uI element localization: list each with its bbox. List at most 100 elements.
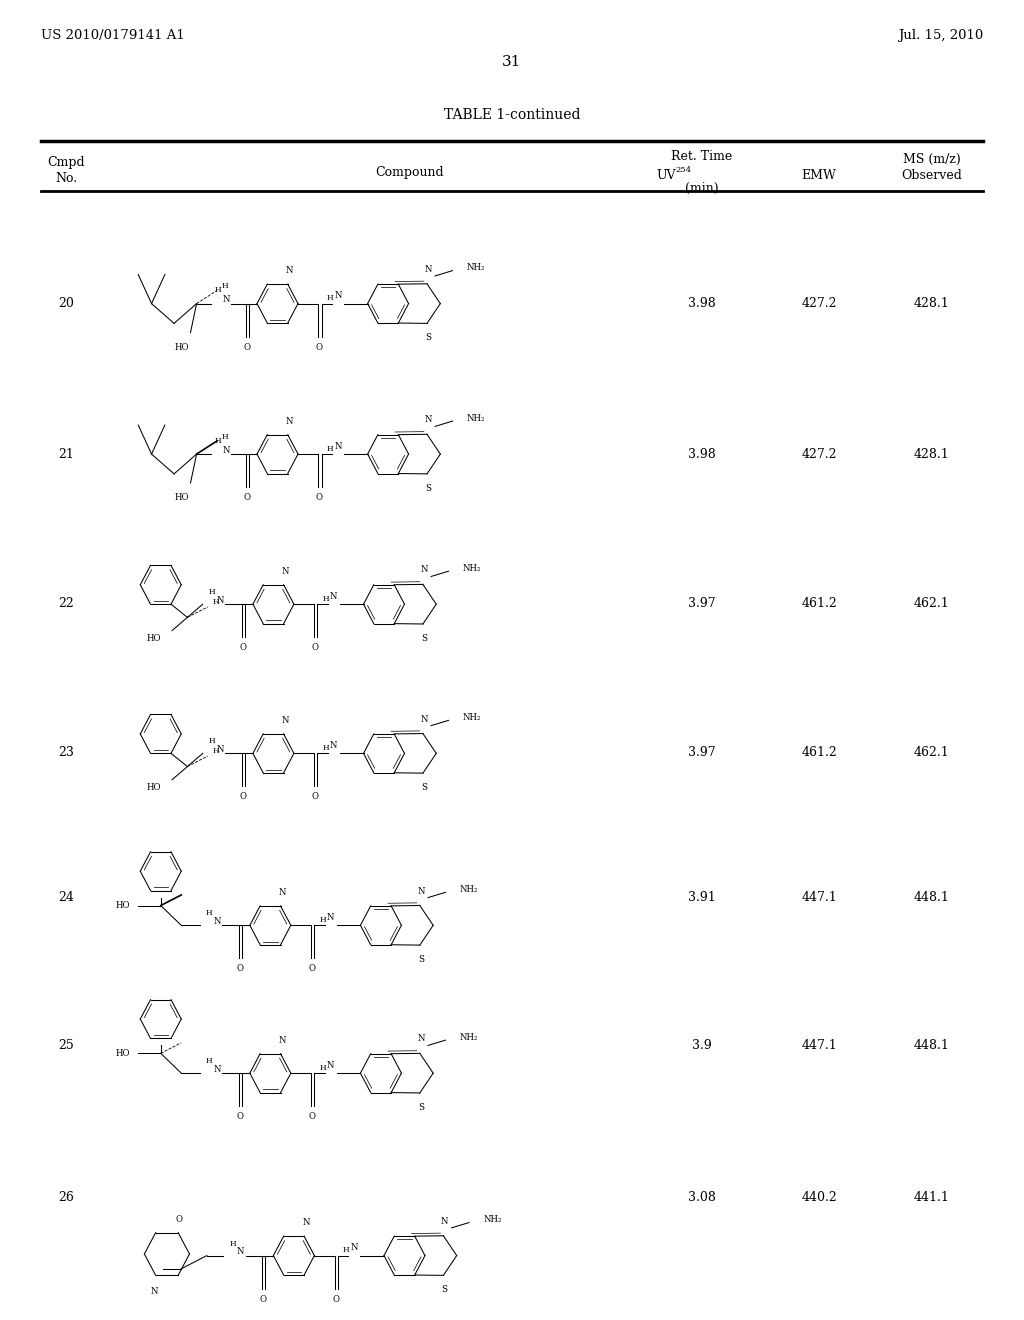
Text: NH₂: NH₂: [467, 414, 485, 422]
Text: O: O: [240, 643, 246, 652]
Text: N: N: [279, 1036, 287, 1045]
Text: 440.2: 440.2: [802, 1191, 837, 1204]
Text: N: N: [237, 1247, 245, 1257]
Text: N: N: [302, 1218, 310, 1228]
Text: NH₂: NH₂: [463, 713, 481, 722]
Text: N: N: [286, 267, 294, 276]
Text: O: O: [237, 1113, 243, 1121]
Text: N: N: [222, 446, 230, 454]
Text: 21: 21: [58, 447, 75, 461]
Text: O: O: [176, 1214, 182, 1224]
Text: H: H: [206, 1057, 212, 1065]
Text: 26: 26: [58, 1191, 75, 1204]
Text: 462.1: 462.1: [914, 597, 949, 610]
Text: HO: HO: [175, 494, 189, 502]
Text: N: N: [286, 417, 294, 426]
Text: 254: 254: [676, 166, 692, 174]
Text: N: N: [424, 416, 432, 424]
Text: N: N: [420, 714, 428, 723]
Text: S: S: [418, 1104, 424, 1111]
Text: O: O: [312, 792, 318, 801]
Text: O: O: [333, 1295, 339, 1304]
Text: N: N: [334, 292, 342, 300]
Text: H: H: [323, 744, 329, 752]
Text: Compound: Compound: [375, 166, 444, 180]
Text: 3.97: 3.97: [688, 597, 715, 610]
Text: 427.2: 427.2: [802, 297, 837, 310]
Text: HO: HO: [146, 634, 161, 643]
Text: H: H: [222, 282, 228, 290]
Text: O: O: [316, 343, 323, 351]
Text: HO: HO: [116, 1049, 130, 1057]
Text: 428.1: 428.1: [914, 447, 949, 461]
Text: S: S: [425, 334, 431, 342]
Text: MS (m/z): MS (m/z): [903, 153, 961, 166]
Text: S: S: [421, 634, 427, 643]
Text: EMW: EMW: [802, 169, 837, 182]
Text: S: S: [418, 956, 424, 964]
Text: N: N: [417, 887, 425, 895]
Text: 3.98: 3.98: [687, 297, 716, 310]
Text: O: O: [312, 643, 318, 652]
Text: 24: 24: [58, 891, 75, 904]
Text: 3.97: 3.97: [688, 746, 715, 759]
Text: 31: 31: [503, 55, 521, 70]
Text: 447.1: 447.1: [802, 1039, 837, 1052]
Text: NH₂: NH₂: [460, 886, 478, 894]
Text: N: N: [330, 741, 338, 750]
Text: H: H: [213, 747, 219, 755]
Text: H: H: [323, 595, 329, 603]
Text: N: N: [222, 296, 230, 304]
Text: N: N: [350, 1243, 358, 1253]
Text: 25: 25: [58, 1039, 75, 1052]
Text: N: N: [327, 913, 335, 921]
Text: NH₂: NH₂: [460, 1034, 478, 1041]
Text: H: H: [209, 589, 215, 597]
Text: Jul. 15, 2010: Jul. 15, 2010: [898, 29, 983, 42]
Text: O: O: [316, 494, 323, 502]
Text: N: N: [282, 568, 290, 576]
Text: 22: 22: [58, 597, 75, 610]
Text: 427.2: 427.2: [802, 447, 837, 461]
Text: H: H: [229, 1239, 236, 1247]
Text: 462.1: 462.1: [914, 746, 949, 759]
Text: O: O: [260, 1295, 266, 1304]
Text: 448.1: 448.1: [913, 891, 950, 904]
Text: NH₂: NH₂: [483, 1216, 502, 1225]
Text: H: H: [213, 598, 219, 606]
Text: O: O: [237, 965, 243, 973]
Text: H: H: [206, 909, 212, 917]
Text: HO: HO: [175, 343, 189, 351]
Text: N: N: [417, 1035, 425, 1043]
Text: 3.9: 3.9: [691, 1039, 712, 1052]
Text: H: H: [215, 286, 221, 294]
Text: (min): (min): [685, 182, 718, 195]
Text: NH₂: NH₂: [467, 264, 485, 272]
Text: 3.98: 3.98: [687, 447, 716, 461]
Text: O: O: [244, 494, 250, 502]
Text: H: H: [215, 437, 221, 445]
Text: H: H: [343, 1246, 349, 1254]
Text: N: N: [279, 888, 287, 898]
Text: H: H: [209, 738, 215, 746]
Text: 23: 23: [58, 746, 75, 759]
Text: N: N: [216, 744, 224, 754]
Text: N: N: [330, 591, 338, 601]
Text: N: N: [424, 265, 432, 273]
Text: O: O: [240, 792, 246, 801]
Text: US 2010/0179141 A1: US 2010/0179141 A1: [41, 29, 184, 42]
Text: H: H: [222, 433, 228, 441]
Text: Ret. Time: Ret. Time: [671, 150, 732, 164]
Text: N: N: [327, 1061, 335, 1069]
Text: O: O: [244, 343, 250, 351]
Text: 20: 20: [58, 297, 75, 310]
Text: HO: HO: [146, 783, 161, 792]
Text: O: O: [309, 1113, 315, 1121]
Text: 447.1: 447.1: [802, 891, 837, 904]
Text: UV: UV: [656, 169, 676, 182]
Text: TABLE 1-continued: TABLE 1-continued: [443, 108, 581, 123]
Text: 428.1: 428.1: [914, 297, 949, 310]
Text: HO: HO: [116, 902, 130, 909]
Text: N: N: [334, 442, 342, 450]
Text: N: N: [420, 565, 428, 574]
